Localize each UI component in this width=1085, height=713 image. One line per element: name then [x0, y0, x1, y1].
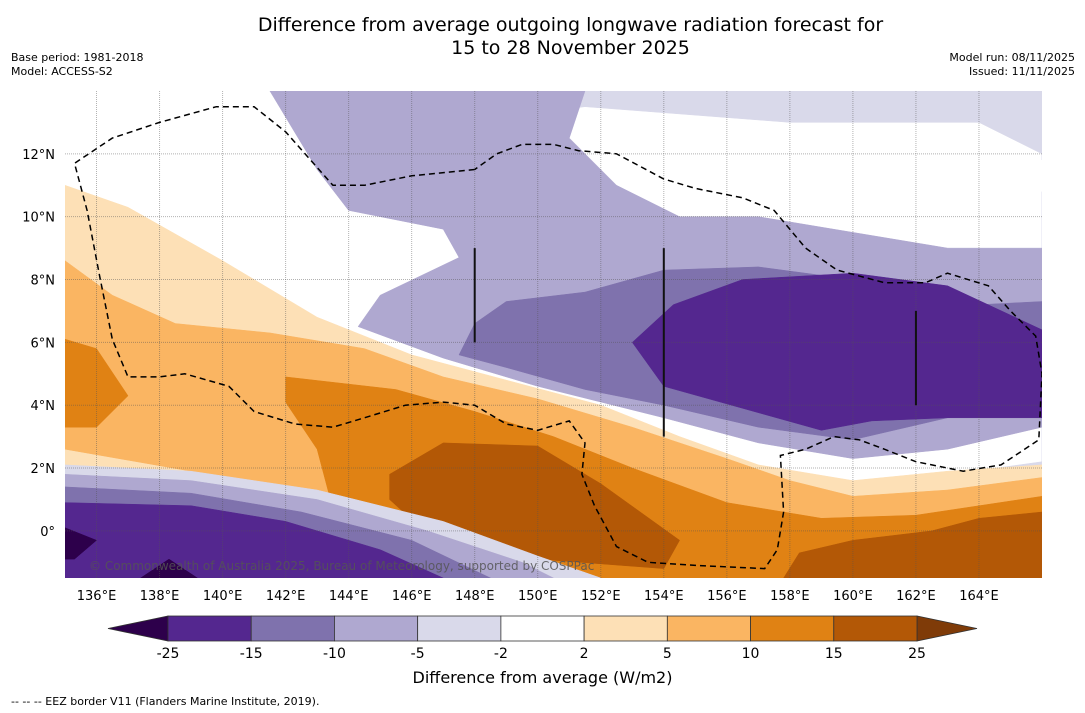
x-tick-label: 164°E	[959, 589, 999, 604]
colorbar-tick-label: 15	[825, 646, 843, 662]
eez-borders	[73, 105, 1042, 570]
colorbar-label: Difference from average (W/m2)	[412, 668, 673, 687]
y-tick-label: 8°N	[31, 274, 56, 289]
meta-left: Base period: 1981-2018 Model: ACCESS-S2	[11, 51, 143, 79]
contour-region	[140, 558, 198, 578]
colorbar-tick-label: -10	[323, 646, 346, 662]
x-axis-ticks: 136°E 138°E 140°E 142°E 144°E 146°E 148°E 150°E…	[77, 589, 999, 604]
y-tick-label: 6°N	[31, 336, 56, 351]
model-run-label: Model run: 08/11/2025	[949, 51, 1075, 64]
issued-label: Issued: 11/11/2025	[968, 65, 1075, 78]
colorbar-tick-label: 25	[908, 646, 926, 662]
contour-region	[65, 502, 444, 578]
x-tick-label: 156°E	[707, 589, 747, 604]
colorbar-segment	[750, 615, 835, 642]
colorbar-under-arrow	[107, 615, 169, 642]
copyright-notice: © Commonwealth of Australia 2025, Bureau…	[89, 559, 594, 573]
y-tick-label: 2°N	[31, 462, 56, 477]
model-label: Model: ACCESS-S2	[11, 65, 113, 78]
colorbar-segment	[334, 615, 419, 642]
y-tick-label: 0°	[40, 525, 55, 540]
x-tick-label: 154°E	[644, 589, 684, 604]
colorbar-tick-label: 10	[742, 646, 760, 662]
x-tick-label: 150°E	[518, 589, 558, 604]
x-tick-label: 152°E	[581, 589, 621, 604]
x-tick-label: 142°E	[266, 589, 306, 604]
y-tick-label: 4°N	[31, 399, 56, 414]
contour-region	[631, 272, 1042, 431]
colorbar-over-arrow	[916, 615, 978, 642]
colorbar-tick-label: 2	[580, 646, 589, 662]
x-tick-label: 148°E	[455, 589, 495, 604]
contour-region	[782, 144, 917, 180]
contour-fields	[65, 91, 1042, 578]
colorbar-segment	[250, 615, 335, 642]
gridlines	[65, 91, 1042, 578]
colorbar-segment	[583, 615, 668, 642]
title-line-1: Difference from average outgoing longwav…	[257, 14, 884, 36]
contour-region	[1025, 159, 1042, 192]
x-tick-label: 144°E	[329, 589, 369, 604]
colorbar-segment	[500, 615, 585, 642]
colorbar-tick-label: -2	[494, 646, 508, 662]
x-tick-label: 162°E	[896, 589, 936, 604]
colorbar-segment	[417, 615, 502, 642]
meta-right: Model run: 08/11/2025 Issued: 11/11/2025	[949, 51, 1075, 79]
x-tick-label: 146°E	[392, 589, 432, 604]
colorbar-segment	[167, 615, 252, 642]
y-axis-ticks: 0° 2°N 4°N 6°N 8°N 10°N 12°N	[22, 148, 55, 540]
eez-footnote: -- -- -- EEZ border V11 (Flanders Marine…	[11, 695, 320, 708]
colorbar-tick-label: -25	[157, 646, 180, 662]
x-tick-label: 136°E	[77, 589, 117, 604]
contour-region	[783, 511, 1042, 578]
y-tick-label: 12°N	[22, 148, 55, 163]
x-tick-label: 138°E	[140, 589, 180, 604]
vertical-markers	[473, 248, 917, 437]
colorbar: -25 -15 -10 -5 -2 2 5 10 15 25	[107, 615, 978, 662]
x-tick-label: 158°E	[770, 589, 810, 604]
y-tick-label: 10°N	[22, 211, 55, 226]
title-line-2: 15 to 28 November 2025	[451, 37, 690, 59]
colorbar-tick-label: -15	[240, 646, 263, 662]
colorbar-segment	[666, 615, 751, 642]
colorbar-tick-label: 5	[663, 646, 672, 662]
colorbar-tick-label: -5	[411, 646, 425, 662]
colorbar-segment	[833, 615, 918, 642]
x-tick-label: 140°E	[203, 589, 243, 604]
contour-region	[65, 338, 129, 428]
x-tick-label: 160°E	[833, 589, 873, 604]
contour-region	[65, 527, 97, 560]
base-period-label: Base period: 1981-2018	[11, 51, 144, 64]
chart-title: Difference from average outgoing longwav…	[0, 14, 1085, 60]
eez-border-line	[73, 105, 1042, 570]
